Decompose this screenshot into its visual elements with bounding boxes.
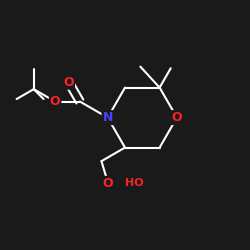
Text: O: O — [64, 76, 74, 89]
Text: HO: HO — [126, 178, 144, 188]
Text: O: O — [103, 177, 114, 190]
Text: N: N — [102, 111, 113, 124]
Text: O: O — [50, 95, 60, 108]
Text: O: O — [172, 111, 182, 124]
